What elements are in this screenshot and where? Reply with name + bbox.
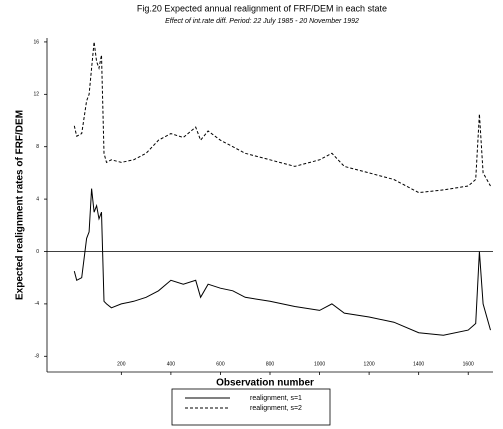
x-tick-label: 1400 xyxy=(413,361,424,367)
x-axis-label: Observation number xyxy=(216,378,314,389)
y-tick-label: -4 xyxy=(35,301,40,307)
y-tick-label: 0 xyxy=(36,249,39,255)
y-tick-label: 4 xyxy=(36,196,39,202)
y-tick-label: 12 xyxy=(33,92,39,98)
chart-subtitle: Effect of int.rate diff. Period: 22 July… xyxy=(165,18,359,25)
legend-label: realignment, s=2 xyxy=(250,405,302,412)
x-tick-label: 400 xyxy=(167,361,176,367)
x-tick-label: 200 xyxy=(117,361,126,367)
series-line xyxy=(73,41,491,194)
y-tick-label: 16 xyxy=(33,39,39,45)
chart-title: Fig.20 Expected annual realignment of FR… xyxy=(137,3,387,13)
legend-box xyxy=(171,388,331,426)
legend-label: realignment, s=1 xyxy=(250,395,302,402)
y-tick-label: 8 xyxy=(36,144,39,150)
x-tick-label: 600 xyxy=(216,361,225,367)
x-tick-label: 800 xyxy=(266,361,275,367)
x-tick-label: 1000 xyxy=(314,361,325,367)
y-axis-label: Expected realignment rates of FRF/DEM xyxy=(15,110,26,300)
y-tick-label: -8 xyxy=(35,354,40,360)
x-tick-label: 1200 xyxy=(364,361,375,367)
series-line xyxy=(73,188,491,336)
x-tick-label: 1600 xyxy=(463,361,474,367)
